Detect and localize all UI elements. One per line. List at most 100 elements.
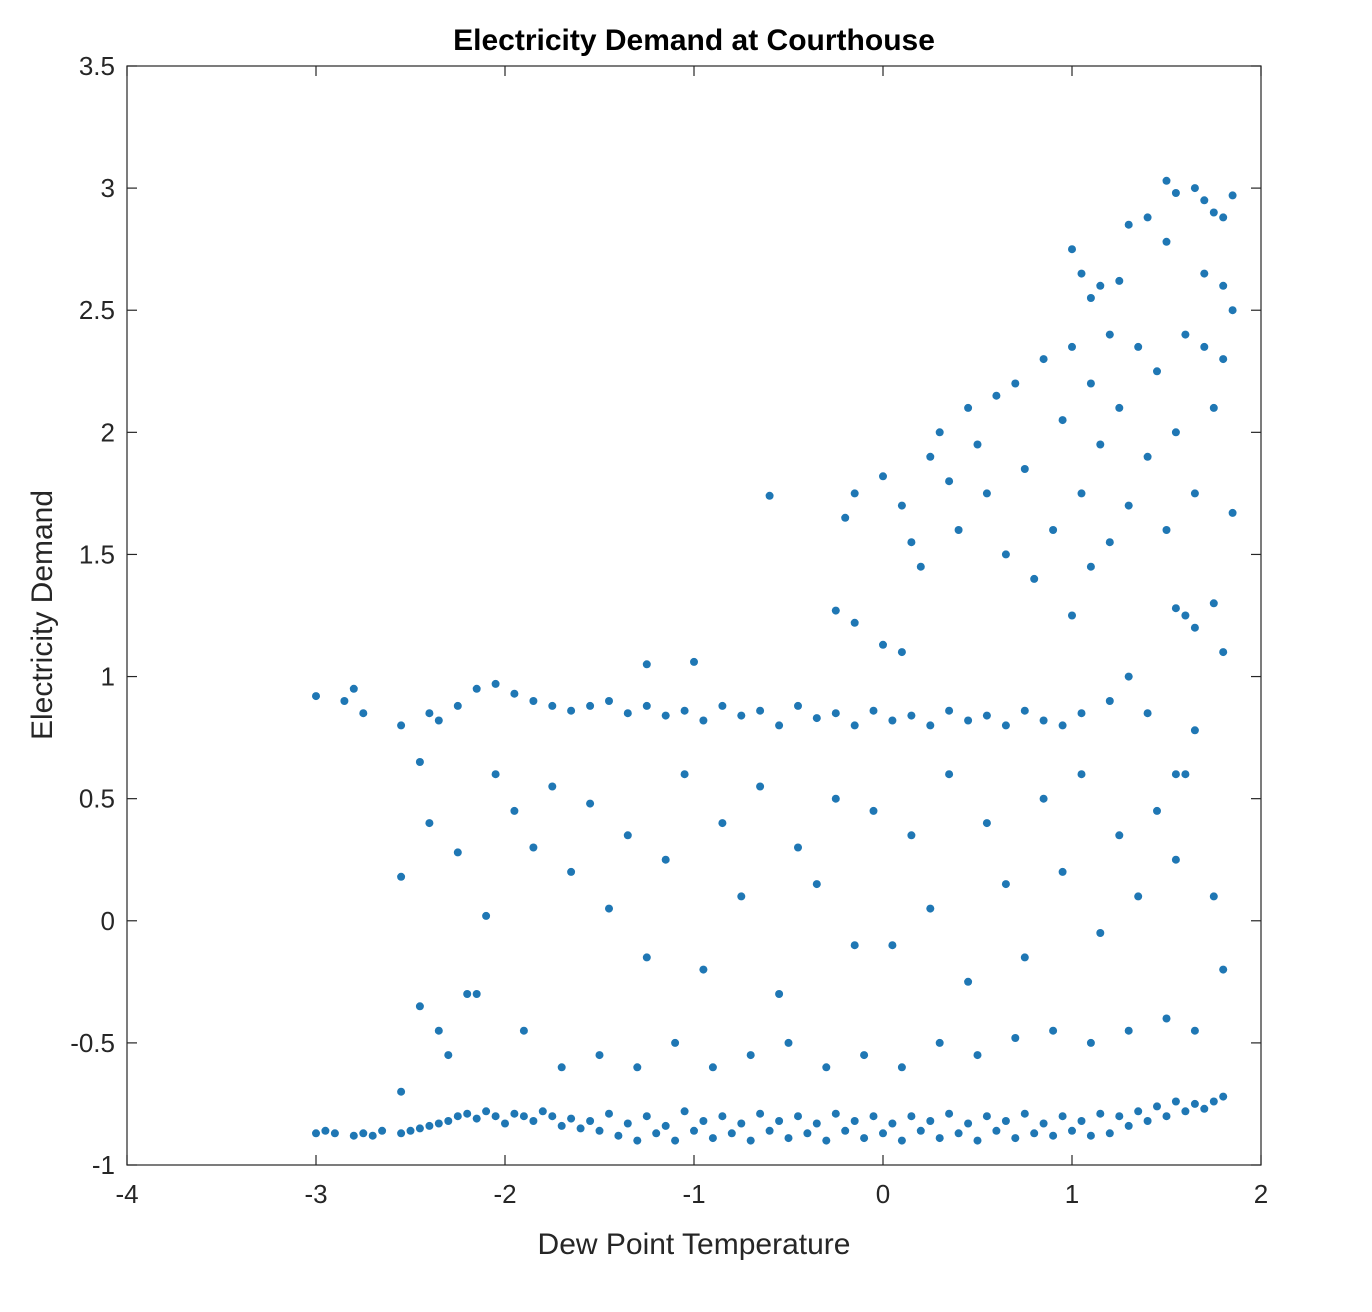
data-point	[1115, 403, 1124, 412]
data-point	[756, 782, 765, 791]
x-tick-label: 1	[1065, 1179, 1079, 1209]
data-point	[425, 709, 434, 718]
data-point	[775, 1117, 784, 1125]
data-point	[482, 911, 491, 920]
data-point	[964, 977, 973, 986]
data-point	[1171, 1097, 1180, 1106]
data-point	[1105, 330, 1114, 339]
data-point	[699, 716, 708, 725]
data-point	[1209, 1097, 1218, 1106]
data-point	[1190, 489, 1199, 498]
data-point	[1001, 880, 1010, 889]
data-point	[472, 684, 481, 693]
scatter-points	[312, 176, 1237, 1145]
data-point	[775, 990, 784, 998]
data-point	[453, 1112, 462, 1121]
data-point	[661, 1121, 670, 1130]
data-point	[831, 606, 840, 615]
data-point	[1134, 1107, 1143, 1116]
data-point	[529, 697, 538, 705]
data-point	[1077, 709, 1086, 718]
data-point	[982, 711, 991, 720]
data-point	[1219, 355, 1228, 364]
data-point	[1011, 1034, 1020, 1042]
data-point	[1153, 367, 1161, 376]
data-point	[1200, 269, 1209, 278]
data-point	[897, 1063, 906, 1072]
data-point	[1039, 355, 1048, 364]
data-point	[831, 709, 840, 718]
data-point	[406, 1126, 415, 1135]
data-point	[548, 1112, 557, 1121]
data-point	[1020, 465, 1029, 473]
data-point	[519, 1112, 528, 1121]
data-point	[1124, 501, 1133, 510]
data-point	[1181, 330, 1190, 339]
data-point	[1219, 213, 1228, 222]
data-point	[605, 904, 613, 913]
data-point	[567, 706, 576, 715]
data-point	[1068, 1126, 1076, 1135]
data-point	[623, 831, 632, 840]
data-point	[576, 1124, 585, 1133]
data-point	[1086, 379, 1095, 388]
data-point	[623, 1119, 632, 1128]
data-point	[434, 1119, 443, 1128]
y-axis-label: Electricity Demand	[26, 490, 59, 740]
data-point	[510, 806, 519, 815]
data-point	[1190, 623, 1199, 632]
data-point	[718, 819, 727, 828]
data-point	[1030, 1129, 1039, 1138]
data-point	[491, 770, 500, 779]
data-point	[1153, 1102, 1161, 1111]
data-point	[1171, 855, 1180, 864]
data-point	[1181, 1107, 1190, 1116]
chart-title: Electricity Demand at Courthouse	[453, 24, 935, 57]
x-tick-label: 2	[1254, 1179, 1268, 1209]
y-tick-label: 2.5	[79, 295, 115, 325]
data-point	[860, 1134, 869, 1143]
data-point	[784, 1038, 793, 1047]
data-point	[472, 990, 481, 998]
data-point	[397, 872, 406, 881]
data-point	[850, 618, 859, 627]
data-point	[415, 1002, 424, 1011]
data-point	[1181, 770, 1190, 779]
data-point	[642, 660, 651, 669]
data-point	[916, 562, 925, 571]
data-point	[680, 706, 689, 715]
data-point	[737, 711, 746, 720]
x-tick-label: -2	[493, 1179, 516, 1209]
data-point	[680, 770, 689, 779]
data-point	[973, 1136, 982, 1145]
data-point	[1086, 294, 1095, 302]
data-point	[1209, 892, 1218, 901]
y-tick-label: 3.5	[79, 51, 115, 81]
y-tick-label: 0	[101, 906, 115, 936]
data-point	[973, 1051, 982, 1060]
data-point	[1153, 806, 1161, 815]
data-point	[1228, 191, 1237, 200]
data-point	[444, 1051, 453, 1060]
data-point	[1190, 1099, 1199, 1108]
data-point	[926, 721, 935, 730]
data-point	[1020, 706, 1029, 715]
data-point	[1115, 831, 1124, 840]
data-point	[557, 1121, 566, 1130]
data-point	[1096, 440, 1105, 449]
data-point	[510, 1109, 519, 1118]
x-axis-ticks: -4 -3 -2 -1 0 1 2	[115, 66, 1268, 1209]
data-point	[888, 941, 897, 950]
data-point	[916, 1126, 925, 1135]
data-point	[567, 1114, 576, 1123]
data-point	[794, 843, 802, 852]
data-point	[1020, 953, 1029, 962]
data-point	[1049, 1026, 1058, 1035]
y-tick-label: 3	[101, 173, 115, 203]
data-point	[1219, 648, 1228, 657]
data-point	[850, 1117, 859, 1125]
data-point	[841, 513, 850, 522]
data-point	[1209, 403, 1218, 412]
data-point	[869, 1112, 878, 1121]
